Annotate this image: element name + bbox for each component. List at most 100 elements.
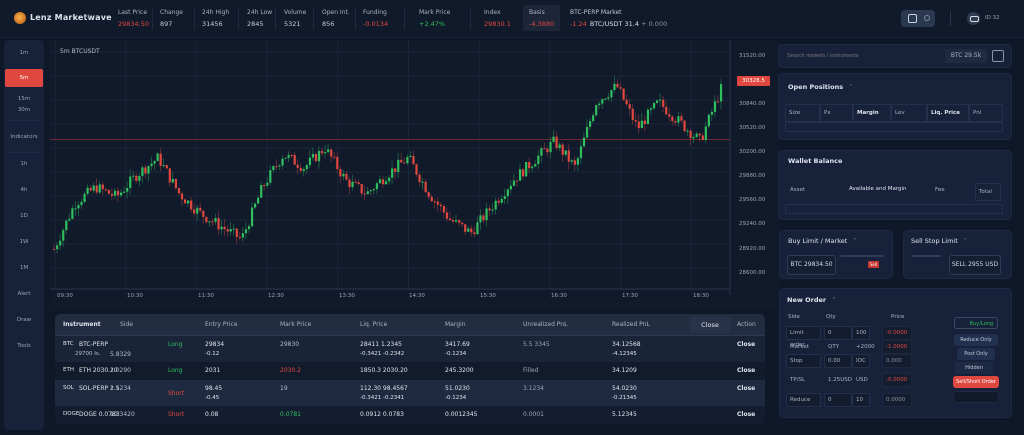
row-size: 1.0290 — [110, 367, 131, 374]
balances-col: Asset — [790, 187, 806, 193]
candlestick-chart[interactable] — [50, 40, 736, 295]
order-qty-field[interactable]: QTY — [828, 344, 840, 350]
sidebar-item-1h[interactable]: 1h — [20, 161, 28, 167]
close-all-button[interactable]: Close — [690, 317, 730, 333]
row-mark-price: 29830 — [280, 341, 300, 348]
row-close-button[interactable]: Close — [737, 385, 756, 392]
balances-col: Available and Margin — [849, 186, 907, 192]
th-action[interactable]: Action — [737, 321, 756, 328]
order-unit-field[interactable]: USD — [856, 377, 868, 383]
order-price-field[interactable]: 0.000 — [882, 354, 912, 368]
y-axis-label: 29880.00 — [739, 173, 766, 179]
stat-mark-price: Mark Price +2.47% — [419, 9, 451, 28]
order-qty-field[interactable]: 0 — [824, 393, 852, 407]
buy-long-button[interactable]: Buy/Long — [954, 317, 998, 329]
order-unit-field[interactable]: 100 — [852, 326, 870, 340]
layout-toggle-button[interactable] — [901, 10, 935, 27]
search-value[interactable]: BTC 29.5k — [945, 49, 987, 63]
row-instrument[interactable]: DOGE 0.0783 — [79, 411, 120, 418]
order-qty-field[interactable]: 0.00 — [824, 354, 852, 368]
price-chart[interactable] — [50, 40, 780, 310]
th-side[interactable]: Side — [120, 321, 133, 328]
table-row[interactable]: ETH ETH 2030.20 1.0290 Long 2031 2030.2 … — [55, 362, 765, 380]
row-instrument[interactable]: SOL-PERP 1.5 — [79, 385, 120, 392]
table-row[interactable]: SOL SOL-PERP 1.5 2.1234 Short 98.45 -0.4… — [55, 380, 765, 406]
balances-panel — [778, 150, 1012, 220]
order-type-field[interactable]: Market — [790, 344, 809, 350]
stat-open-interest: Open Int. 856 — [322, 9, 350, 28]
th-entry-price[interactable]: Entry Price — [205, 321, 238, 328]
row-side-tag: Short — [168, 390, 185, 397]
sidebar-item-5m[interactable]: 5m — [5, 69, 43, 87]
order-unit-field[interactable]: +2000 — [856, 344, 875, 350]
row-margin: 51.0230 — [445, 385, 470, 392]
sidebar-item-30m[interactable]: 30m — [17, 107, 31, 113]
positions-table: Instrument Side Entry Price Mark Price L… — [55, 314, 765, 424]
order-price-field[interactable]: -0.0000 — [882, 326, 912, 340]
quick-sell-title[interactable]: Sell Stop Limit ˅ — [911, 237, 968, 245]
sidebar-item-4h[interactable]: 4h — [20, 187, 28, 193]
logo-icon — [14, 12, 26, 24]
row-symbol: SOL — [63, 385, 74, 391]
quick-sell-price-field[interactable]: SELL 2955 USD — [949, 255, 1001, 275]
quick-sell-options[interactable] — [911, 255, 941, 257]
th-liq-price[interactable]: Liq. Price — [360, 321, 388, 328]
table-row[interactable]: BTC BTC-PERP 29700 Is. 5.8329 Long 29834… — [55, 336, 765, 362]
order-price-field[interactable]: 0.0000 — [882, 393, 912, 407]
order-type-field[interactable]: Stop — [786, 354, 821, 368]
th-unrealized-pnl[interactable]: Unrealized PnL — [523, 321, 568, 328]
th-mark-price[interactable]: Mark Price — [280, 321, 312, 328]
th-instrument[interactable]: Instrument — [63, 321, 101, 328]
quick-buy-price-field[interactable]: BTC 29834.50 — [787, 255, 836, 275]
row-instrument[interactable]: BTC-PERP — [79, 341, 108, 348]
sidebar-item-1m[interactable]: 1m — [19, 50, 29, 56]
positions-title[interactable]: Open Positions ˄ — [788, 83, 853, 91]
sidebar-item-1d[interactable]: 1D — [20, 213, 28, 219]
row-close-button[interactable]: Close — [737, 411, 756, 418]
order-unit-field[interactable]: 10 — [852, 393, 870, 407]
quick-buy-options[interactable] — [840, 255, 884, 257]
sidebar-item-alert[interactable]: Alert — [17, 291, 31, 297]
order-extra-field[interactable] — [953, 391, 999, 403]
row-close-button[interactable]: Close — [737, 341, 756, 348]
order-unit-field[interactable]: IOC — [852, 354, 870, 368]
post-only-toggle[interactable]: Post Only — [957, 348, 995, 360]
search-input[interactable] — [787, 50, 962, 63]
order-price-field[interactable]: -0.0000 — [882, 373, 912, 387]
th-margin[interactable]: Margin — [445, 321, 466, 328]
balances-title[interactable]: Wallet Balance — [788, 157, 843, 165]
quick-sell-button[interactable]: Sell — [868, 261, 879, 268]
order-form-title[interactable]: New Order ˅ — [787, 296, 836, 304]
row-entry-change: -0.12 — [205, 351, 220, 357]
reduce-only-toggle[interactable]: Reduce Only Order — [954, 334, 998, 355]
row-side-tag: Short — [168, 411, 185, 418]
sidebar-item-tools[interactable]: Tools — [17, 343, 31, 349]
stat-basis[interactable]: Basis -4.3880 — [523, 5, 561, 31]
order-type-field[interactable]: Limit order — [786, 326, 821, 348]
row-close-button[interactable]: Close — [737, 367, 756, 374]
order-price-field[interactable]: -1.0000 — [882, 340, 912, 354]
ticker[interactable]: BTC-PERP Market -1.24 BTC/USDT 31.4 + 0.0… — [570, 9, 668, 28]
order-type-field[interactable]: TP/SL — [790, 377, 806, 383]
sidebar-item-1w[interactable]: 1W — [19, 239, 29, 245]
balances-col: Fee — [935, 187, 945, 193]
quick-buy-title[interactable]: Buy Limit / Market ˅ — [788, 237, 857, 245]
row-instrument[interactable]: ETH 2030.20 — [79, 367, 118, 374]
order-type-field[interactable]: Reduce — [786, 393, 821, 407]
table-row[interactable]: DOGE DOGE 0.0783 10.3420 Short 0.08 0.07… — [55, 406, 765, 424]
order-qty-field[interactable]: 0 — [824, 326, 852, 340]
th-realized-pnl[interactable]: Realized PnL — [612, 321, 650, 328]
sidebar-item-indicators[interactable]: Indicators — [10, 134, 38, 140]
hidden-toggle[interactable]: Hidden — [955, 362, 993, 374]
x-axis-label: 09:30 — [57, 293, 73, 299]
order-qty-field[interactable]: 1.25USD — [828, 377, 852, 383]
sidebar-item-draw[interactable]: Draw — [16, 317, 32, 323]
row-realized-pnl: 34.1209 — [612, 367, 637, 374]
balances-col: Total — [975, 183, 1001, 201]
sidebar-item-15m[interactable]: 15m — [17, 96, 31, 102]
expand-icon[interactable] — [992, 50, 1004, 62]
sell-short-button[interactable]: Sell/Short Order — [953, 376, 999, 388]
row-realized-pnl: 34.12568 — [612, 341, 641, 348]
avatar[interactable] — [967, 12, 980, 25]
sidebar-item-1m-month[interactable]: 1M — [19, 265, 29, 271]
